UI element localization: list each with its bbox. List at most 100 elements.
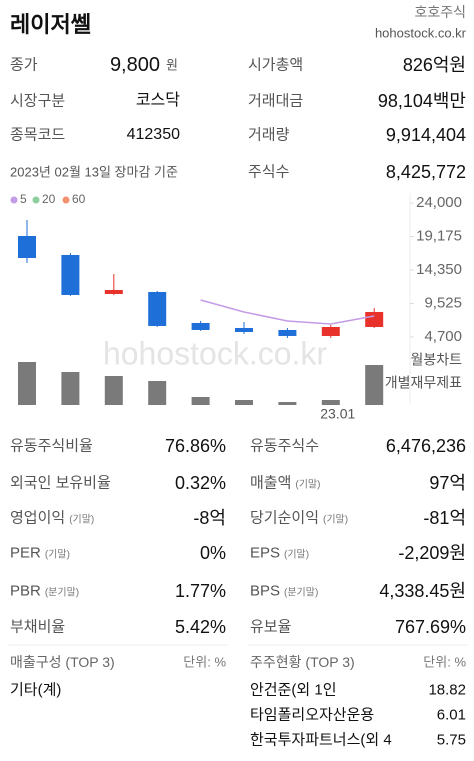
volume-bar [18,362,36,405]
holder-name: 타임폴리오자산운용 [250,706,375,724]
volume-bar [61,372,80,405]
volume-bar [321,400,340,405]
page-title: 레이저쎌 [10,12,91,37]
section-unit: 단위: % [183,654,226,670]
summary-label: 주식수 [248,163,290,181]
label-text: PBR [10,582,41,600]
legend-dot [32,196,40,204]
stat-value: 5.42% [174,617,226,637]
candle-body [235,327,253,332]
stat-label: BPS (분기말) [250,584,318,599]
label-text: 유동주식비율 [10,437,93,455]
y-tick-label: 14,350 [416,261,462,278]
label-text: 외국인 보유비율 [10,474,111,492]
stat-value: 76.86% [164,436,226,456]
statement-label: 개별재무제표 [385,375,462,391]
summary-label: 거래대금 [248,92,304,110]
stat-value: 1.77% [174,581,226,601]
ma-line [200,299,375,325]
legend-label: 5 [20,192,27,206]
stat-label: 영업이익 (기말) [10,511,94,526]
label-note: (기말) [284,549,310,561]
candle-body [104,289,123,294]
volume-bar [191,397,210,405]
label-note: (기말) [44,549,70,561]
label-note: (기말) [323,514,349,526]
summary-label: 시가총액 [248,56,304,74]
label-text: 당기순이익 [250,509,320,527]
legend-label: 60 [72,192,86,206]
holder-name: 한국투자파트너스(외 4 [250,731,392,749]
stat-label: PER (기말) [10,546,70,561]
stat-value: 4,338.45원 [379,581,466,601]
label-text: 매출액 [250,474,292,492]
label-text: 유동주식수 [250,437,320,455]
section-title: 주주현황 (TOP 3) [250,654,355,670]
watermark: hohostock.co.kr [103,335,327,371]
summary-label: 종가 [10,56,38,74]
label-note: (분기말) [44,587,80,599]
summary-value: 9,914,404 [385,125,466,145]
stat-label: EPS (기말) [250,546,309,561]
holder-value: 6.01 [436,706,466,724]
candle-body [278,329,297,336]
summary-label: 종목코드 [10,126,66,144]
y-tick-label: 9,525 [424,294,462,311]
stat-value: 0.32% [174,473,226,493]
legend-label: 20 [42,192,56,206]
label-note: (분기말) [284,587,319,599]
price-unit: 원 [166,57,178,73]
y-tick-label: 24,000 [416,194,462,211]
sales-name: 기타(계) [10,681,62,699]
legend-dot [10,196,18,204]
candle-body [365,311,384,327]
summary-value: 코스닥 [135,92,180,109]
label-text: EPS [250,544,281,562]
stat-label: 유보율 [250,620,291,635]
summary-value: 8,425,772 [385,162,466,182]
section-unit: 단위: % [423,654,466,670]
legend-dot [62,196,70,204]
label-text: PER [10,544,41,562]
stat-label: 당기순이익 (기말) [250,511,348,526]
stat-value: -2,209원 [398,543,466,563]
label-text: BPS [250,582,281,600]
label-text: 부채비율 [10,618,66,636]
stat-label: 매출액 (기말) [250,476,320,491]
stat-label: 유동주식비율 [10,439,93,454]
candle-body [148,291,167,326]
volume-bar [278,402,297,405]
candle-body [18,235,36,258]
candle-body [321,326,340,336]
price-value: 9,800 [109,54,160,76]
stat-value: 767.69% [394,617,466,637]
summary-label: 시장구분 [10,92,66,110]
stat-value: -8억 [193,508,226,528]
stat-value: 97억 [429,473,466,493]
volume-bar [104,376,123,405]
y-tick-label: 19,175 [416,227,462,244]
stat-value: 6,476,236 [385,436,466,456]
period-label: 월봉차트 [410,352,462,368]
x-tick-label: 23.01 [320,406,355,422]
stat-value: 0% [199,543,226,563]
holder-value: 18.82 [428,681,466,699]
stat-value: -81억 [423,508,466,528]
summary-value: 826억원 [402,55,466,75]
label-text: 영업이익 [10,509,66,527]
summary-value: 412350 [126,126,180,143]
site-url: hohostock.co.kr [374,25,466,41]
stat-label: 부채비율 [10,620,65,635]
stat-label: 외국인 보유비율 [10,476,111,491]
volume-bar [235,400,253,405]
candle-body [191,322,210,330]
summary-label: 거래량 [248,126,290,144]
holder-name: 안건준(외 1인 [250,681,337,699]
stat-label: PBR (분기말) [10,584,79,599]
label-text: 유보율 [250,618,292,636]
basis-date: 2023년 02월 13일 장마감 기준 [10,164,178,180]
holder-value: 5.75 [436,731,466,749]
